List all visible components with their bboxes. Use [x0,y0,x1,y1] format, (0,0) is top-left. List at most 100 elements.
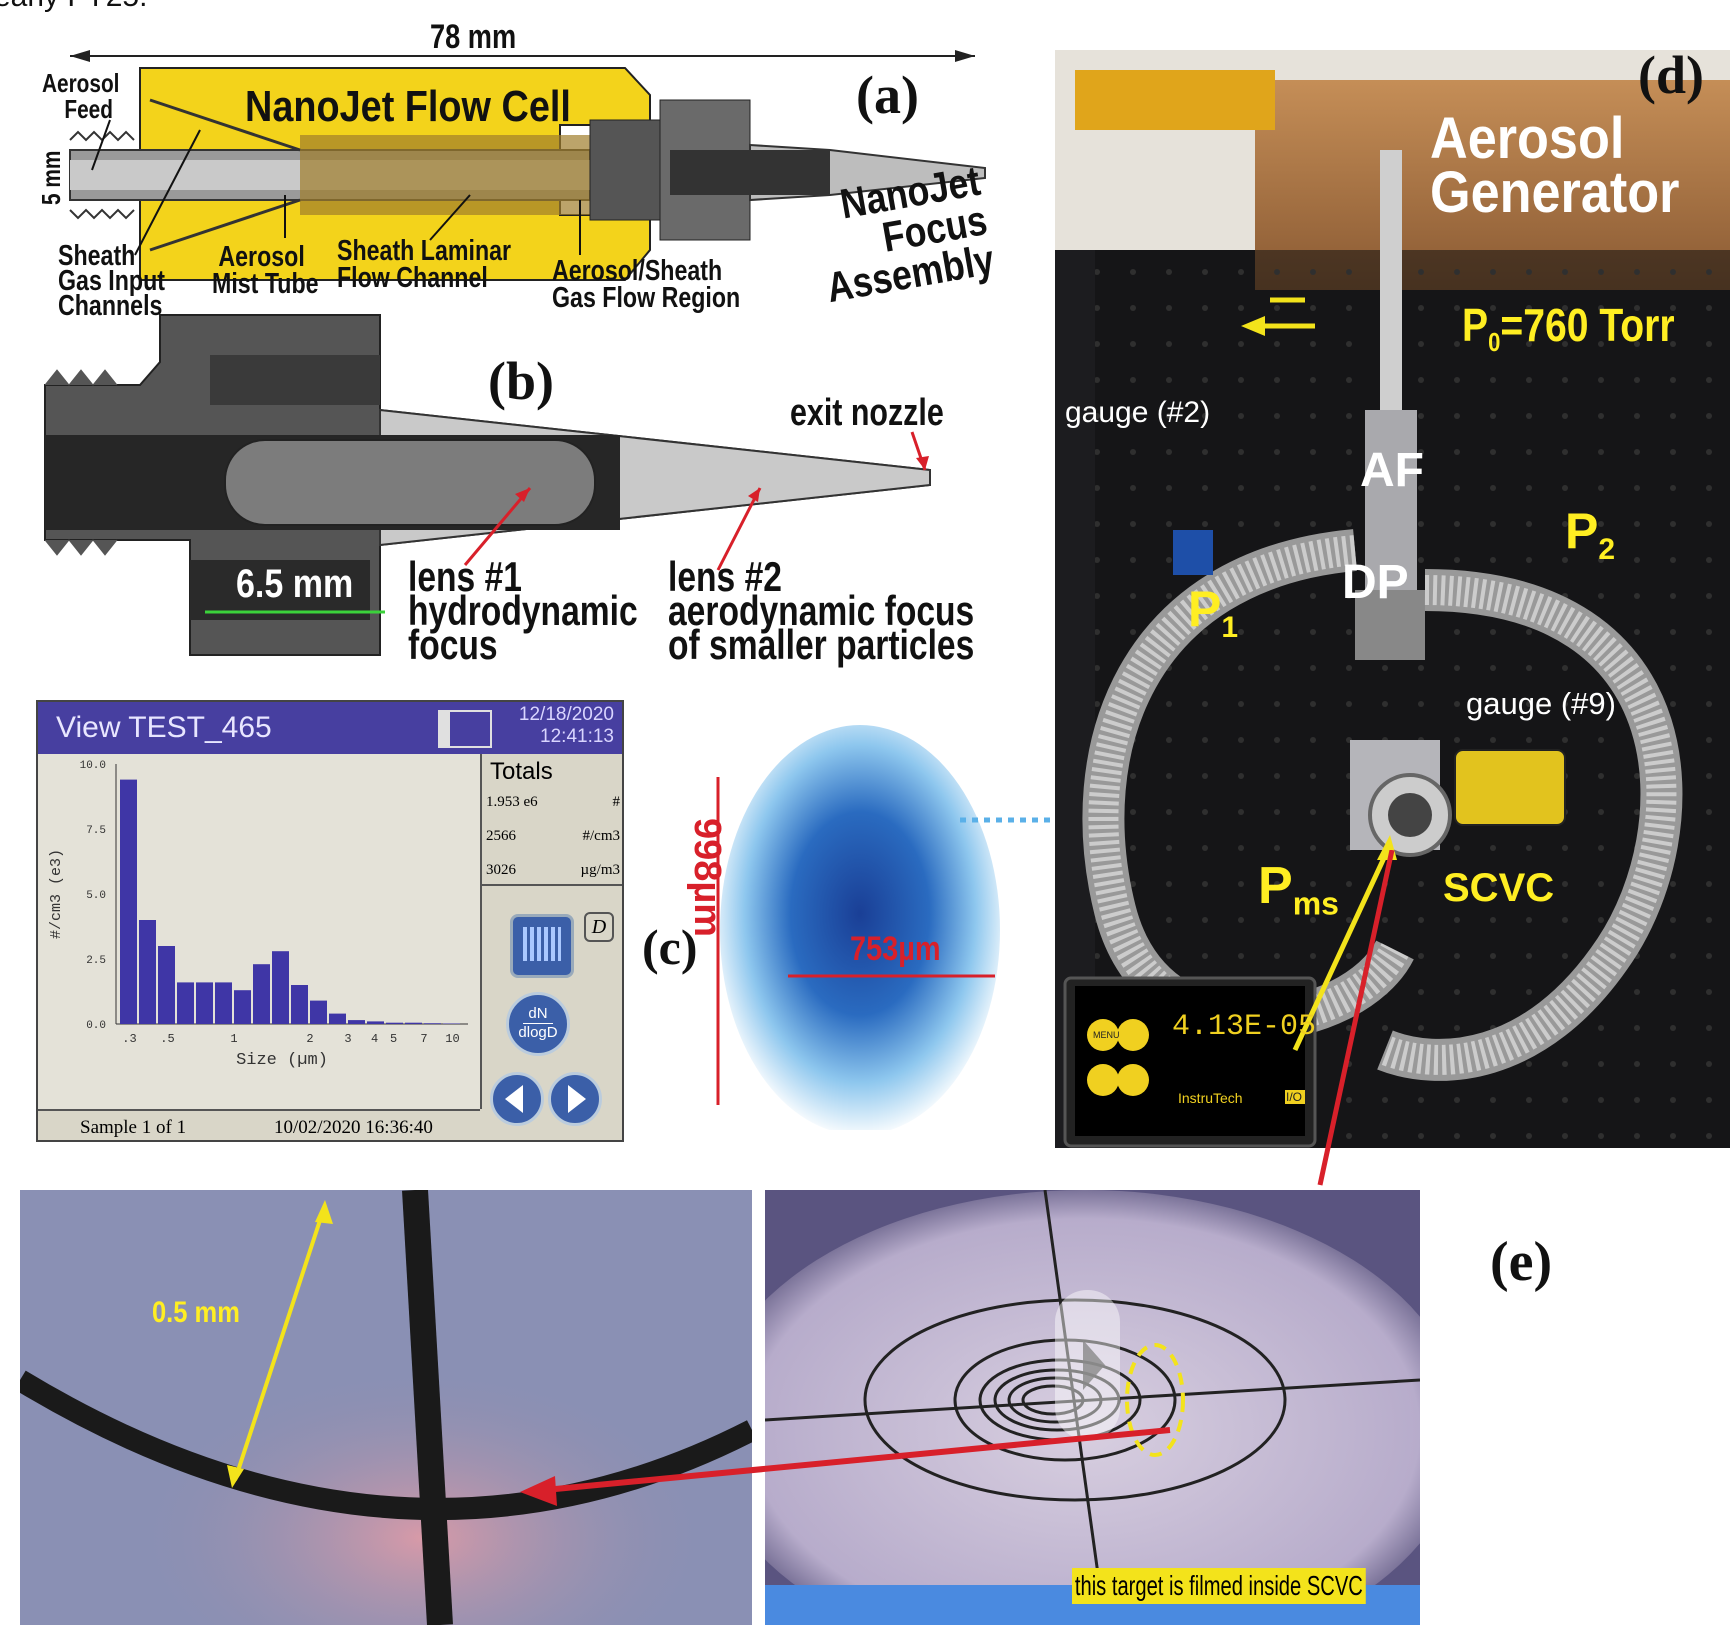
flow-region-label: Aerosol/Sheath Gas Flow Region [552,255,741,314]
x-tick-label: 1 [230,1032,237,1046]
length-dimension: 78 mm [430,18,517,56]
x-tick-label: 3 [344,1032,351,1046]
y-tick-label: 5.0 [86,890,106,902]
display-brand: InstruTech [1178,1090,1243,1106]
totals-label: Totals [490,758,553,785]
grid-view-button[interactable] [510,914,574,978]
p1-label: P1 [1188,581,1239,644]
side-dimension: 5 mm [36,150,66,205]
panel-d-label: (d) [1638,45,1704,105]
laminar-channel-label: Sheath Laminar Flow Channel [337,235,512,294]
target-wide-photo [765,1190,1420,1625]
pms-label: Pms [1258,857,1339,922]
sample-counter: Sample 1 of 1 [80,1117,187,1138]
target-closeup-illustration [20,1190,752,1625]
x-tick-label: 10 [445,1032,459,1046]
dp-label: DP [1342,556,1409,609]
focus-assembly-label: NanoJet Focus Assembly [823,156,998,312]
x-tick-label: 2 [306,1032,313,1046]
d-button[interactable]: D [584,912,614,942]
p0-label: P0=760 Torr [1462,299,1675,358]
y-tick-label: 10.0 [80,760,106,772]
totals-row: 3026 µg/m3 [486,862,620,878]
target-wide-illustration [765,1190,1420,1625]
x-tick-label: .3 [122,1032,136,1046]
af-label: AF [1360,444,1424,497]
target-closeup-photo [20,1190,752,1625]
scale-label: 0.5 mm [152,1296,240,1329]
pressure-reading: 4.13E-05 [1172,1010,1317,1044]
chart-area [38,754,482,1109]
y-axis-label: #/cm3 (e3) [48,849,65,939]
y-tick-label: 0.0 [86,1020,106,1032]
aerosol-generator-label: Aerosol Generator [1430,106,1680,225]
arrow-left-icon [505,1085,523,1113]
display-io: I/O [1286,1090,1303,1104]
panel-c-label: (c) [642,919,698,975]
histogram-bar [196,982,213,1024]
totals-panel: Totals 1.953 e6 # 2566 #/cm3 3026 µg/m3 [482,754,622,886]
mist-tube-label: Aerosol Mist Tube [212,241,319,300]
histogram-bar [253,964,270,1024]
vacuum-setup-photo [1055,50,1730,1148]
totals-row: 2566 #/cm3 [486,828,620,844]
target-zoom-arrow [520,1427,1171,1506]
lens-1-label: lens #1 hydrodynamic focus [408,553,638,668]
x-tick-label: 5 [390,1032,397,1046]
histogram-bar [139,920,156,1024]
histogram-bar [348,1020,365,1024]
header-fragment: early FY25. [0,0,147,14]
y-tick-label: 7.5 [86,825,106,837]
histogram-bar [158,946,175,1024]
arrow-right-icon [568,1085,586,1113]
totals-list: 1.953 e6 # 2566 #/cm3 3026 µg/m3 [486,794,620,896]
exit-nozzle-label: exit nozzle [790,392,944,434]
particle-counter-screen: View TEST_465 12/18/2020 12:41:13 10.0 7.5… [36,700,624,1142]
p2-label: P2 [1565,503,1616,566]
battery-icon [438,710,492,748]
sample-timestamp: 10/02/2020 16:36:40 [274,1117,433,1138]
histogram-bar [424,1023,441,1024]
sheath-gas-label: Sheath Gas Input Channels [58,240,165,322]
flow-cell-title: NanoJet Flow Cell [245,82,571,131]
previous-button[interactable] [490,1072,544,1126]
panel-b-label: (b) [488,351,554,411]
x-tick-label: 7 [420,1032,427,1046]
gauge-9-label: gauge (#9) [1466,686,1616,721]
particle-spot-image [716,725,1000,1130]
histogram-bar [177,982,194,1024]
y-tick-label: 2.5 [86,955,106,967]
histogram-bar [329,1013,346,1024]
dn-dlogd-button[interactable]: dN dlogD [506,992,570,1056]
histogram-bar [291,985,308,1024]
panel-e-label: (e) [1490,1231,1553,1293]
histogram-bar [120,779,137,1024]
x-tick-label: .5 [160,1032,174,1046]
histogram-bar [272,951,289,1024]
histogram-bar [405,1022,422,1024]
histogram-bar [367,1021,384,1024]
vacuum-setup-illustration [1055,50,1730,1148]
red-connector-line [1317,850,1395,1186]
gauge-2-label: gauge (#2) [1065,396,1211,429]
lens-2-label: lens #2 aerodynamic focus of smaller parti… [668,553,975,668]
histogram-bar [310,1000,327,1024]
histogram-bar [386,1022,403,1024]
device-header: View TEST_465 12/18/2020 12:41:13 [38,702,622,754]
device-datetime: 12/18/2020 12:41:13 [518,704,614,747]
x-tick-label: 4 [371,1032,378,1046]
histogram-bar [215,982,232,1024]
display-menu: MENU [1093,1030,1120,1040]
device-footer: Sample 1 of 1 10/02/2020 16:36:40 [38,1109,480,1144]
totals-row: 1.953 e6 # [486,794,620,810]
bore-size-label: 6.5 mm [236,562,354,606]
panel-a-label: (a) [856,65,919,125]
histogram-bar [443,1023,460,1024]
spot-width-label: 753µm [850,930,941,968]
panel-a-diagram [44,50,986,656]
target-caption: this target is filmed inside SCVC [1072,1568,1366,1604]
histogram-bar [234,990,251,1024]
scvc-label: SCVC [1443,866,1555,910]
size-distribution-chart: 10.0 7.5 5.0 2.5 0.0 .3 .5 1 2 3 4 5 7 10 Size (µm) #/c… [48,760,468,1070]
next-button[interactable] [548,1072,602,1126]
